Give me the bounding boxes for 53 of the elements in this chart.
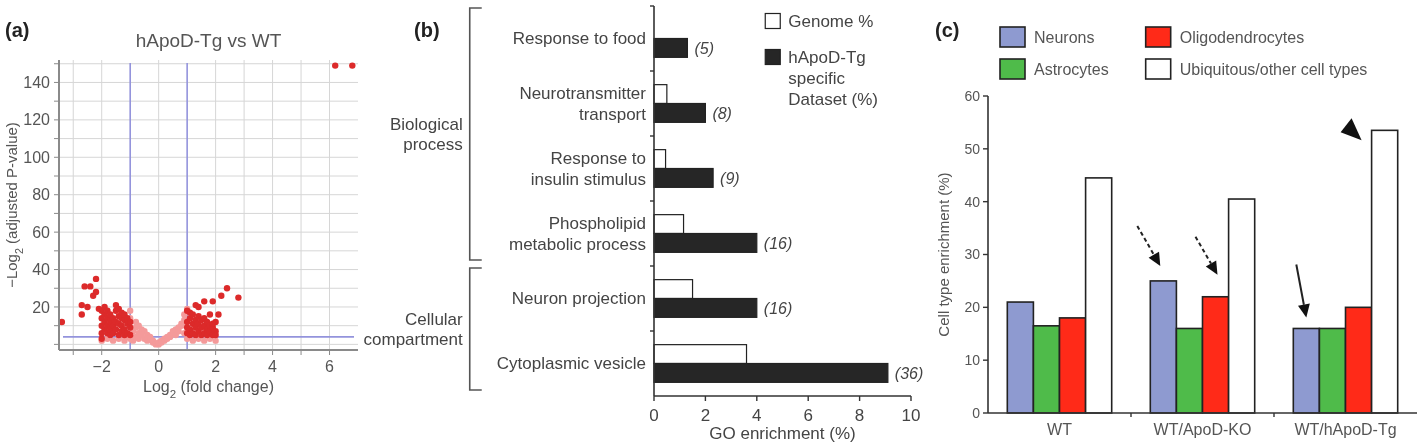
y-tick-label: 140 [23, 74, 51, 92]
x-tick-label: 0 [154, 358, 164, 375]
y-tick-label: Cytoplasmic vesicle [496, 354, 646, 374]
y-tick-label: 60 [964, 87, 981, 104]
annotation: (16) [763, 299, 793, 317]
annotation: (5) [694, 39, 714, 57]
legend-label: Genome % [788, 11, 874, 31]
y-tick-label: 100 [23, 148, 51, 166]
x-tick-label: WT/ApoD-KO [1153, 421, 1252, 438]
y-tick-label: Response to food [512, 29, 646, 49]
text: (b) [414, 19, 440, 41]
text: (c) [935, 19, 960, 41]
x-tick-label: 2 [700, 406, 711, 425]
legend-label: Oligodendrocytes [1179, 28, 1305, 46]
y-tick-label: Phospholipid metabolic process [508, 214, 646, 254]
text: (a) [5, 19, 30, 41]
y-tick-label: 20 [32, 298, 51, 316]
legend-label: Astrocytes [1034, 60, 1109, 78]
y-tick-label: Neurotransmitter transport [519, 84, 647, 124]
x-tick-label: 6 [803, 406, 813, 425]
x-tick-label: 10 [901, 406, 921, 425]
text: Cellular compartment [363, 309, 464, 350]
x-tick-label: 4 [268, 358, 278, 375]
y-tick-label: Response to insulin stimulus [530, 149, 646, 189]
annotation: (36) [894, 364, 924, 382]
y-tick-label: 20 [964, 299, 981, 316]
x-tick-label: 4 [752, 406, 762, 425]
y-tick-label: 50 [964, 140, 981, 157]
legend-label: Neurons [1034, 28, 1095, 46]
legend-label: Ubiquitous/other cell types [1179, 60, 1368, 78]
annotation: (8) [712, 104, 732, 122]
x-axis-title: GO enrichment (%) [709, 424, 856, 443]
y-tick-label: 80 [32, 186, 51, 204]
x-tick-label: WT/hApoD-Tg [1294, 421, 1397, 438]
legend-label: hApoD-Tg specific Dataset (%) [788, 47, 878, 109]
text: Biological process [389, 114, 463, 155]
y-axis-title: Cell type enrichment (%) [935, 172, 953, 337]
x-axis-title: Log$_{2}$ (fold change) [143, 378, 274, 400]
y-tick-label: Neuron projection [511, 289, 646, 309]
y-tick-label: 60 [32, 223, 51, 241]
x-tick-label: 8 [854, 406, 865, 425]
x-tick-label: 0 [649, 406, 659, 425]
x-tick-label: 6 [325, 358, 335, 375]
annotation: (9) [720, 169, 740, 187]
x-tick-label: 2 [211, 358, 221, 375]
y-tick-label: 40 [964, 193, 981, 210]
y-tick-label: 40 [32, 261, 51, 279]
x-tick-label: WT [1047, 421, 1073, 438]
annotation: (16) [763, 234, 793, 252]
chart-title: hApoD-Tg vs WT [135, 30, 282, 51]
y-tick-label: 30 [964, 246, 981, 263]
x-tick-label: −2 [92, 358, 111, 375]
y-tick-label: 120 [23, 111, 51, 129]
